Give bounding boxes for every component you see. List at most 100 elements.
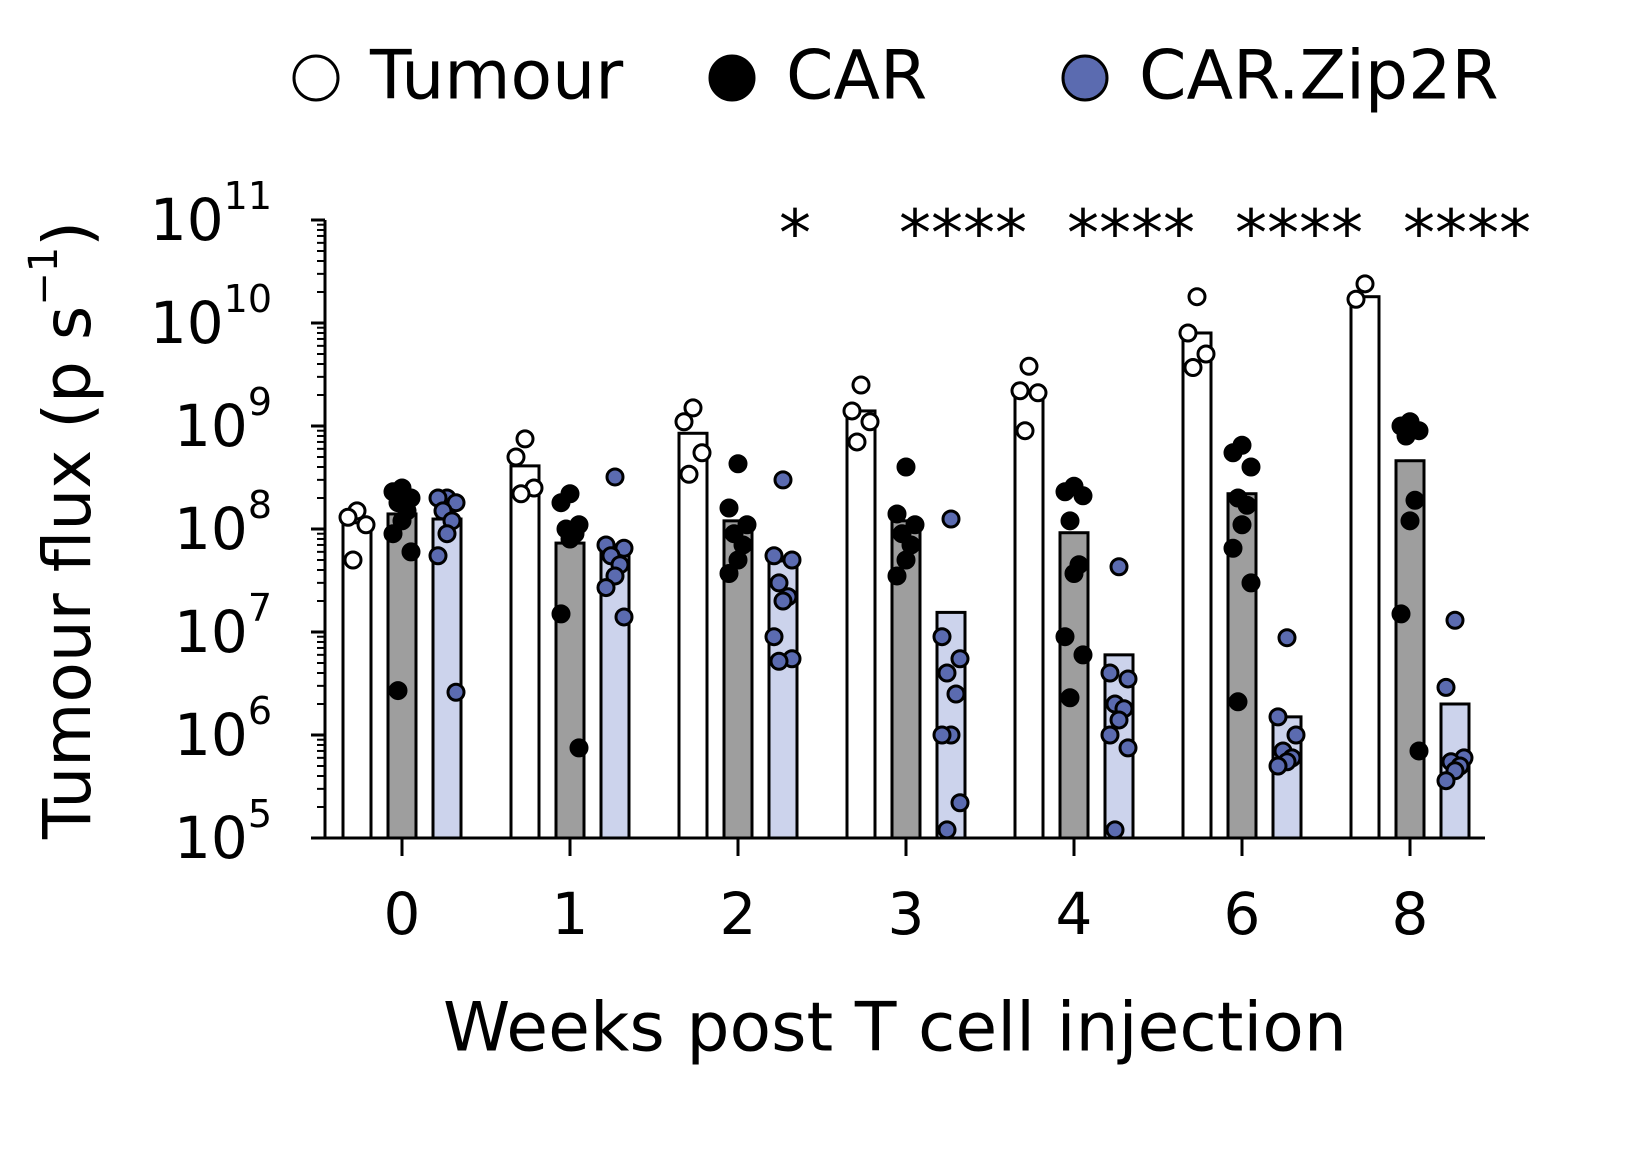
y-tick-label: 107	[174, 586, 272, 667]
x-tick-label: 2	[720, 880, 757, 948]
data-point	[401, 542, 421, 562]
legend-marker	[1061, 54, 1109, 102]
data-point	[343, 550, 363, 570]
data-point	[1073, 645, 1093, 665]
data-point	[446, 682, 466, 702]
data-point	[764, 627, 784, 647]
data-point	[1118, 738, 1138, 758]
data-point	[1286, 725, 1306, 745]
x-tick-label: 3	[888, 880, 925, 948]
data-point	[446, 493, 466, 513]
data-point	[851, 375, 871, 395]
data-point	[773, 591, 793, 611]
data-point	[596, 578, 616, 598]
legend-label: Tumour	[369, 37, 623, 116]
data-point	[569, 738, 589, 758]
bar	[431, 517, 463, 840]
data-point	[782, 550, 802, 570]
y-tick-label: 1010	[150, 277, 272, 358]
x-axis-title: Weeks post T cell injection	[443, 989, 1347, 1068]
data-point	[1010, 381, 1030, 401]
data-point	[1228, 692, 1248, 712]
data-point	[1015, 421, 1035, 441]
data-point	[860, 412, 880, 432]
data-point	[1268, 756, 1288, 776]
bar	[386, 512, 418, 840]
data-point	[428, 546, 448, 566]
y-tick-base: 10	[150, 186, 224, 254]
data-point	[1223, 538, 1243, 558]
bar	[341, 521, 373, 840]
y-tick-base: 10	[174, 701, 248, 769]
y-tick-label: 109	[174, 380, 272, 461]
significance: ****	[1403, 198, 1531, 272]
y-axis-title-text: Tumour flux (p s	[29, 306, 106, 840]
legend-marker	[292, 54, 340, 102]
y-tick-exponent: 6	[248, 689, 272, 733]
data-point	[1232, 515, 1252, 535]
y-tick-label: 108	[174, 483, 272, 564]
data-point	[1405, 490, 1425, 510]
data-point	[1237, 495, 1257, 515]
data-point	[515, 429, 535, 449]
data-point	[847, 432, 867, 452]
data-point	[1019, 356, 1039, 376]
legend-label: CAR.Zip2R	[1139, 37, 1499, 116]
data-point	[769, 651, 789, 671]
bar	[1058, 531, 1090, 840]
data-point	[887, 504, 907, 524]
x-tick-label: 1	[552, 880, 589, 948]
bar	[554, 541, 586, 840]
data-point	[1436, 677, 1456, 697]
data-point	[1060, 511, 1080, 531]
data-point	[950, 649, 970, 669]
data-point	[728, 454, 748, 474]
x-tick-label: 4	[1056, 880, 1093, 948]
significance: ****	[1235, 198, 1363, 272]
data-point	[1241, 457, 1261, 477]
data-point	[1241, 573, 1261, 593]
bar	[1349, 295, 1381, 840]
significance: *	[779, 198, 811, 272]
data-point	[388, 681, 408, 701]
significance: ****	[899, 198, 1027, 272]
data-point	[1183, 357, 1203, 377]
data-point	[551, 604, 571, 624]
data-point	[1028, 383, 1048, 403]
data-point	[941, 509, 961, 529]
data-point	[383, 524, 403, 544]
data-point	[692, 443, 712, 463]
data-point	[437, 524, 457, 544]
legend-marker	[708, 54, 756, 102]
x-tick-label: 8	[1392, 880, 1429, 948]
data-point	[1109, 557, 1129, 577]
data-point	[896, 550, 916, 570]
data-point	[1055, 482, 1075, 502]
data-point	[887, 566, 907, 586]
data-point	[728, 550, 748, 570]
data-point	[773, 470, 793, 490]
y-axis-title-sup: −1	[21, 247, 67, 306]
y-tick-exponent: 10	[224, 277, 272, 321]
x-tick-label: 0	[384, 880, 421, 948]
data-point	[905, 515, 925, 535]
legend-label: CAR	[786, 37, 927, 116]
bar	[1181, 331, 1213, 840]
y-tick-exponent: 8	[248, 483, 272, 527]
y-tick-exponent: 9	[248, 380, 272, 424]
data-point	[1187, 287, 1207, 307]
data-point	[1064, 563, 1084, 583]
data-point	[937, 663, 957, 683]
data-point	[511, 484, 531, 504]
data-point	[1268, 707, 1288, 727]
data-point	[896, 457, 916, 477]
data-point	[506, 447, 526, 467]
data-point	[1055, 627, 1075, 647]
y-tick-exponent: 5	[248, 792, 272, 836]
data-point	[1277, 628, 1297, 648]
data-point	[1355, 274, 1375, 294]
y-tick-exponent: 7	[248, 586, 272, 630]
data-point	[560, 529, 580, 549]
y-tick-base: 10	[174, 495, 248, 563]
